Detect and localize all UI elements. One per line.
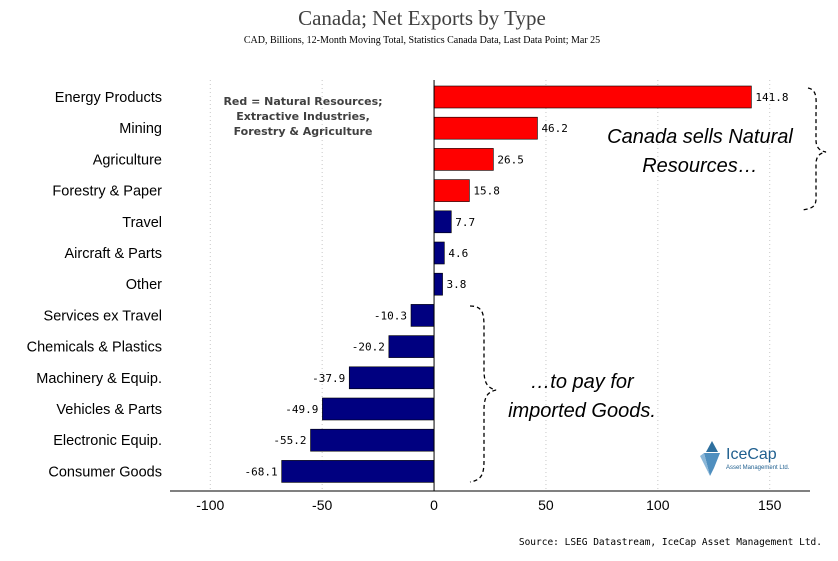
annotation-top: Canada sells Natural Resources… [607, 126, 793, 177]
category-label: Vehicles & Parts [56, 402, 162, 418]
annotation-bottom-line-2: imported Goods. [508, 400, 656, 422]
bar [433, 241, 445, 265]
value-label: -49.9 [285, 403, 318, 416]
bar [433, 148, 494, 171]
top-brace [801, 87, 827, 211]
bar [310, 428, 435, 452]
chart-subtitle: CAD, Billions, 12-Month Moving Total, St… [244, 35, 600, 46]
value-label: 4.6 [448, 247, 468, 260]
bar [433, 116, 538, 140]
x-tick-labels: -100 -50 0 50 100 150 [196, 497, 781, 513]
value-label: -10.3 [374, 309, 407, 322]
category-label: Machinery & Equip. [36, 371, 162, 387]
x-tick-label: 150 [758, 497, 782, 513]
value-label: -55.2 [273, 434, 306, 447]
legend-note-line-3: Forestry & Agriculture [234, 125, 373, 138]
category-label: Agriculture [93, 152, 162, 168]
value-label: -20.2 [352, 341, 385, 354]
value-label: 141.8 [755, 91, 788, 104]
legend-note-line-1: Red = Natural Resources; [223, 95, 382, 108]
bar [433, 179, 470, 202]
annotation-top-line-2: Resources… [642, 155, 758, 177]
category-label: Chemicals & Plastics [27, 340, 162, 356]
bottom-brace [469, 305, 497, 483]
value-label: 46.2 [541, 122, 568, 135]
category-labels: Energy Products Mining Agriculture Forestry… [27, 90, 163, 480]
value-label: 3.8 [447, 278, 467, 291]
bar [433, 272, 443, 296]
category-label: Mining [119, 121, 162, 137]
bar [348, 366, 435, 390]
source-note: Source: LSEG Datastream, IceCap Asset Ma… [519, 537, 822, 548]
x-tick-label: 0 [430, 497, 438, 513]
icecap-logo: IceCap Asset Management Ltd. [700, 441, 790, 476]
bar [410, 304, 435, 327]
category-label: Electronic Equip. [53, 433, 162, 449]
chart-title: Canada; Net Exports by Type [298, 6, 546, 30]
legend-note-line-2: Extractive Industries, [236, 110, 370, 123]
annotation-bottom-line-1: …to pay for [530, 371, 635, 393]
category-label: Consumer Goods [48, 464, 162, 480]
category-label: Other [126, 277, 162, 293]
bar [322, 397, 435, 421]
category-label: Forestry & Paper [52, 184, 162, 200]
category-label: Travel [122, 215, 162, 231]
category-label: Services ex Travel [44, 308, 162, 324]
grid-lines [209, 80, 771, 491]
x-tick-label: 100 [646, 497, 670, 513]
bar [388, 335, 435, 358]
bar [281, 460, 435, 483]
category-label: Energy Products [55, 90, 162, 106]
bar [433, 85, 752, 109]
annotation-bottom: …to pay for imported Goods. [508, 371, 656, 422]
x-tick-label: -50 [312, 497, 332, 513]
iceberg-icon [700, 441, 720, 476]
logo-tagline: Asset Management Ltd. [726, 465, 790, 471]
bar [433, 210, 452, 234]
legend-note: Red = Natural Resources; Extractive Indu… [223, 95, 382, 138]
value-label: 7.7 [455, 216, 475, 229]
value-label: -37.9 [312, 372, 345, 385]
annotation-top-line-1: Canada sells Natural [607, 126, 793, 148]
x-tick-label: -100 [196, 497, 224, 513]
value-label: 26.5 [497, 153, 524, 166]
value-labels: 141.8 46.2 26.5 15.8 7.7 4.6 3.8 -10.3 -20.2 -37.… [245, 91, 789, 478]
value-label: 15.8 [473, 185, 500, 198]
bars [281, 85, 752, 483]
value-label: -68.1 [245, 465, 278, 478]
logo-name: IceCap [726, 446, 777, 463]
category-label: Aircraft & Parts [65, 246, 163, 262]
x-tick-label: 50 [538, 497, 554, 513]
